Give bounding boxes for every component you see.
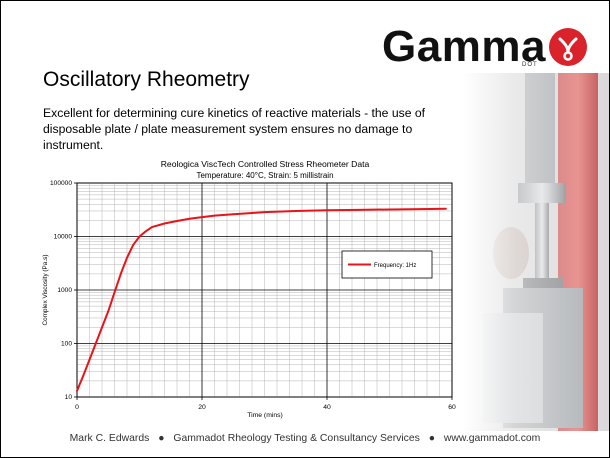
data-point [419,208,422,211]
data-point [132,243,135,246]
logo-subtext: DOT [522,62,538,68]
data-point [232,213,235,216]
data-point [101,326,103,329]
gammadot-logo: Gamma DOT [382,25,596,73]
slide-description: Excellent for determining cure kinetics … [43,106,426,152]
axes: 10 100 1000 10000 100000 0 20 40 60 [50,180,456,411]
chart-subtitle: Temperature: 40°C, Strain: 5 millistrain [196,171,333,180]
x-tick-label: 60 [448,404,456,411]
data-point [176,220,178,222]
data-point [251,212,253,214]
logo-wordmark: Gamma [382,22,546,71]
data-point [163,222,166,225]
data-point [138,235,141,238]
data-point [388,208,391,211]
data-point [107,310,110,313]
chart-title: Reologica ViscTech Controlled Stress Rhe… [161,159,370,169]
x-tick-label: 0 [75,404,79,411]
footer-separator: ● [428,433,435,444]
data-point [444,207,447,210]
x-axis-label: Time (mins) [247,412,283,419]
instrument-photo [463,73,609,431]
data-point [151,226,153,228]
footer-company: Gammadot Rheology Testing & Consultancy … [173,433,420,444]
y-tick-label: 1000 [57,287,72,294]
data-point [213,214,216,217]
data-point [94,342,97,345]
data-point [294,210,297,212]
grid-lines [76,182,453,398]
x-tick-label: 20 [198,404,206,411]
data-point [113,291,116,294]
x-tick-label: 40 [323,404,331,411]
footer-website[interactable]: www.gammadot.com [443,433,541,444]
y-tick-label: 10000 [54,234,73,241]
y-tick-label: 10 [65,394,73,401]
data-point [263,211,266,214]
slide-title: Oscillatory Rheometry [43,68,250,91]
data-point [357,208,360,211]
footer-separator: ● [158,433,165,444]
y-tick-label: 100000 [50,180,72,187]
series-layer [76,207,447,392]
gamma-symbol-icon [549,28,587,66]
footer: Mark C. Edwards ● Gammadot Rheology Test… [1,433,609,444]
y-axis-label: Complex Viscosity (Pa.s) [42,255,49,326]
legend-label: Frequency: 1Hz [374,263,416,269]
footer-author: Mark C. Edwards [69,433,150,444]
data-point [201,216,203,219]
data-point [76,390,78,392]
data-point [88,358,91,361]
data-point [119,272,122,275]
legend: Frequency: 1Hz [341,250,433,279]
data-point [126,256,128,259]
data-point [144,230,147,233]
data-point [326,209,328,212]
data-point [188,217,191,220]
data-point [82,374,85,377]
y-tick-label: 100 [61,341,72,348]
